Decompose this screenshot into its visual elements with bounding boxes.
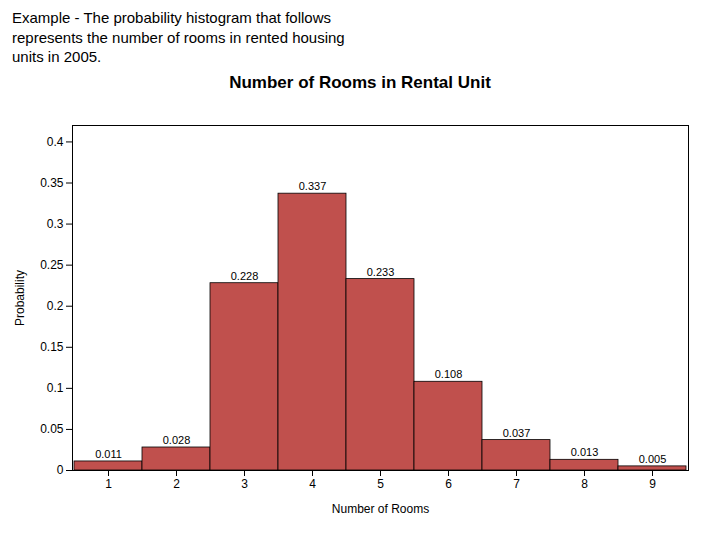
html-text:Example - The probability hist: Example - The probability histogram that…: [12, 9, 331, 26]
svg-text:5: 5: [377, 477, 384, 491]
svg-text:8: 8: [581, 477, 588, 491]
svg-text:0.15: 0.15: [40, 340, 64, 354]
svg-text:6: 6: [445, 477, 452, 491]
svg-text:7: 7: [513, 477, 520, 491]
svg-text:0.25: 0.25: [40, 257, 64, 271]
svg-text:2: 2: [173, 477, 180, 491]
svg-text:Number of Rooms: Number of Rooms: [332, 501, 429, 515]
svg-text:0.005: 0.005: [639, 452, 667, 464]
svg-text:0.013: 0.013: [571, 446, 599, 458]
svg-text:3: 3: [241, 477, 248, 491]
svg-text:0.028: 0.028: [163, 434, 191, 446]
svg-text:0.037: 0.037: [503, 426, 531, 438]
svg-text:0.1: 0.1: [47, 381, 64, 395]
svg-text:0.337: 0.337: [299, 180, 327, 192]
svg-text:4: 4: [309, 477, 316, 491]
svg-text:9: 9: [649, 477, 656, 491]
svg-text:0.35: 0.35: [40, 175, 64, 189]
svg-text:0.228: 0.228: [231, 269, 259, 281]
svg-text:0: 0: [57, 463, 64, 477]
html-text:Number of Rooms in Rental Unit: Number of Rooms in Rental Unit: [229, 72, 491, 92]
svg-text:Probability: Probability: [13, 269, 27, 325]
svg-text:1: 1: [105, 477, 112, 491]
svg-text:0.011: 0.011: [95, 447, 122, 459]
svg-text:0.05: 0.05: [40, 422, 64, 436]
svg-text:0.108: 0.108: [435, 368, 463, 380]
svg-text:0.233: 0.233: [367, 265, 395, 277]
html-text:represents the number of rooms: represents the number of rooms in rented…: [12, 28, 345, 46]
svg-text:0.2: 0.2: [47, 299, 64, 313]
svg-text:0.3: 0.3: [47, 216, 64, 230]
svg-text:0.4: 0.4: [47, 134, 64, 148]
html-text:units in 2005.: units in 2005.: [12, 48, 102, 65]
